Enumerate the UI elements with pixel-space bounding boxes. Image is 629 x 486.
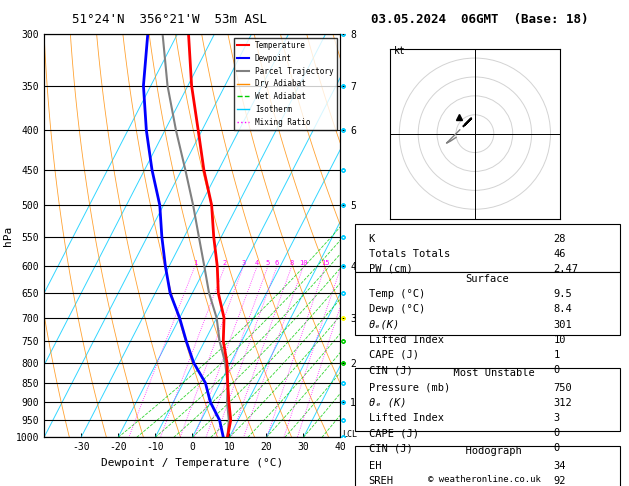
Text: 0: 0 (554, 365, 560, 375)
Y-axis label: hPa: hPa (3, 226, 13, 246)
Text: 8.4: 8.4 (554, 304, 572, 314)
Text: LCL: LCL (342, 430, 357, 438)
Text: SREH: SREH (369, 476, 394, 486)
Text: EH: EH (369, 461, 381, 471)
Text: 46: 46 (554, 249, 566, 259)
Text: 0: 0 (554, 443, 560, 453)
Text: Most Unstable: Most Unstable (440, 367, 535, 378)
Text: PW (cm): PW (cm) (369, 264, 413, 274)
Text: 15: 15 (321, 260, 330, 266)
Text: Temp (°C): Temp (°C) (369, 289, 425, 299)
Text: 1: 1 (554, 350, 560, 360)
Y-axis label: km
ASL: km ASL (362, 227, 383, 244)
Text: CAPE (J): CAPE (J) (369, 428, 418, 438)
Text: 9.5: 9.5 (554, 289, 572, 299)
Text: © weatheronline.co.uk: © weatheronline.co.uk (428, 474, 541, 484)
Text: θₑ (K): θₑ (K) (369, 398, 406, 408)
Text: 312: 312 (554, 398, 572, 408)
Text: 6: 6 (275, 260, 279, 266)
Text: θₑ(K): θₑ(K) (369, 320, 400, 330)
Text: K: K (369, 234, 375, 243)
Bar (355, 272, 620, 335)
Text: CIN (J): CIN (J) (369, 443, 413, 453)
Text: 0: 0 (554, 428, 560, 438)
Text: 3: 3 (554, 413, 560, 423)
Text: 28: 28 (554, 234, 566, 243)
Text: Lifted Index: Lifted Index (369, 335, 443, 345)
Text: Surface: Surface (465, 274, 509, 284)
Text: 2: 2 (223, 260, 227, 266)
Text: 750: 750 (554, 383, 572, 393)
Text: Hodograph: Hodograph (453, 446, 522, 456)
Bar (355, 367, 620, 431)
Text: 3: 3 (242, 260, 245, 266)
Text: 10: 10 (299, 260, 308, 266)
Text: Pressure (mb): Pressure (mb) (369, 383, 450, 393)
Text: 34: 34 (554, 461, 566, 471)
Text: kt: kt (394, 46, 405, 56)
Text: 51°24'N  356°21'W  53m ASL: 51°24'N 356°21'W 53m ASL (72, 13, 267, 26)
Legend: Temperature, Dewpoint, Parcel Trajectory, Dry Adiabat, Wet Adiabat, Isotherm, Mi: Temperature, Dewpoint, Parcel Trajectory… (234, 38, 337, 130)
Text: 5: 5 (266, 260, 270, 266)
Text: 8: 8 (289, 260, 294, 266)
Text: Totals Totals: Totals Totals (369, 249, 450, 259)
Text: Dewp (°C): Dewp (°C) (369, 304, 425, 314)
Text: Lifted Index: Lifted Index (369, 413, 443, 423)
Text: 301: 301 (554, 320, 572, 330)
Text: 2.47: 2.47 (554, 264, 579, 274)
Text: CIN (J): CIN (J) (369, 365, 413, 375)
Text: CAPE (J): CAPE (J) (369, 350, 418, 360)
Text: 4: 4 (255, 260, 259, 266)
Bar (355, 224, 620, 272)
Text: 03.05.2024  06GMT  (Base: 18): 03.05.2024 06GMT (Base: 18) (371, 13, 588, 26)
Text: 10: 10 (554, 335, 566, 345)
X-axis label: Dewpoint / Temperature (°C): Dewpoint / Temperature (°C) (101, 458, 283, 468)
Text: 92: 92 (554, 476, 566, 486)
Text: 1: 1 (192, 260, 197, 266)
Bar (355, 446, 620, 486)
